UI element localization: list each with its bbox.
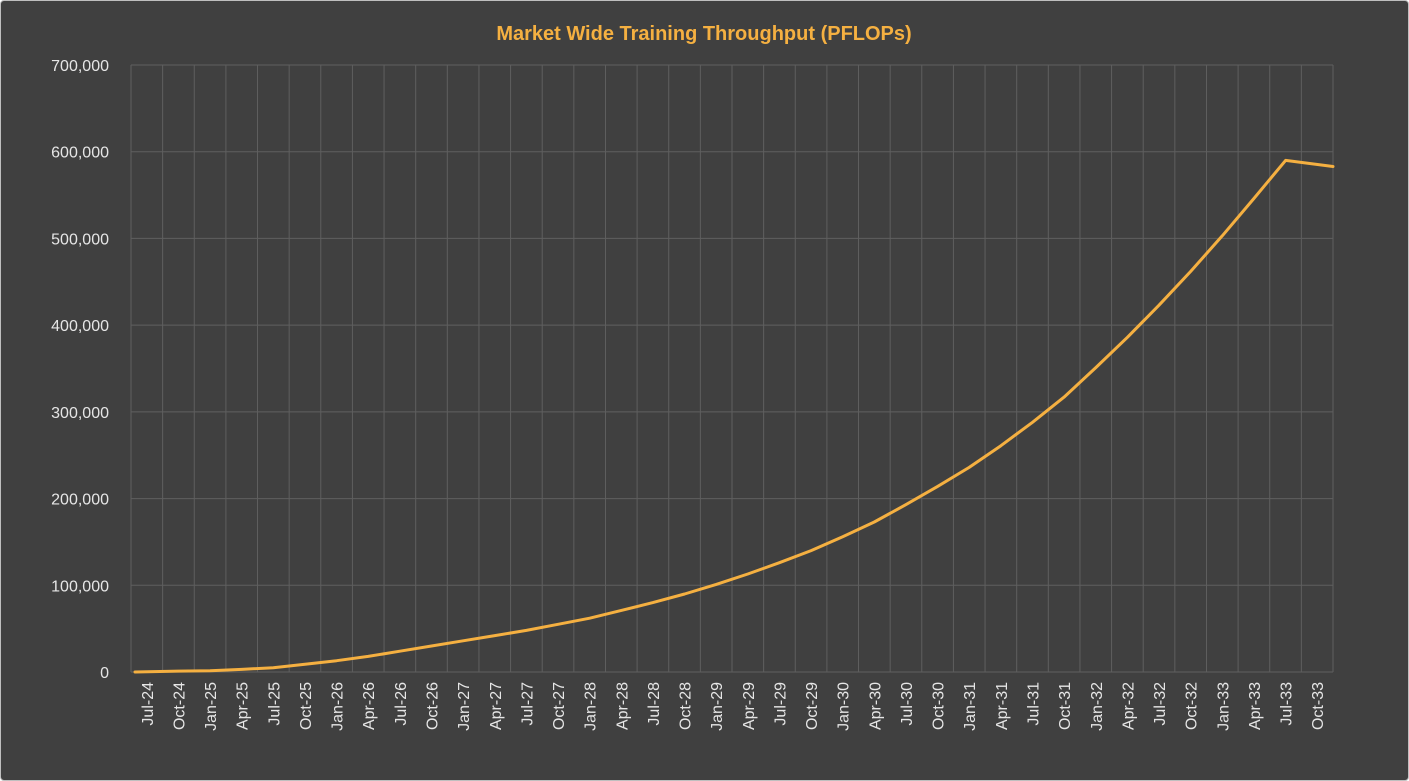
x-tick-label: Oct-31 <box>1057 682 1074 730</box>
y-tick-label: 0 <box>100 665 109 682</box>
x-tick-label: Jul-27 <box>519 682 536 726</box>
chart-title: Market Wide Training Throughput (PFLOPs) <box>496 23 911 45</box>
x-tick-label: Apr-26 <box>361 682 378 730</box>
x-tick-label: Oct-24 <box>171 682 188 730</box>
x-tick-label: Jul-28 <box>646 682 663 726</box>
x-tick-label: Apr-33 <box>1247 682 1264 730</box>
x-tick-label: Oct-27 <box>551 682 568 730</box>
x-tick-label: Jul-26 <box>393 682 410 726</box>
y-tick-label: 600,000 <box>51 145 109 162</box>
x-tick-label: Apr-25 <box>235 682 252 730</box>
x-tick-label: Jan-33 <box>1215 682 1232 731</box>
x-axis-ticks: Jul-24 Oct-24 Jan-25 Apr-25 Jul-25 Oct-25 Jan-… <box>140 682 1327 731</box>
y-tick-label: 400,000 <box>51 318 109 335</box>
x-tick-label: Jul-25 <box>266 682 283 726</box>
x-tick-label: Oct-26 <box>425 682 442 730</box>
x-tick-label: Jul-33 <box>1279 682 1296 726</box>
y-tick-label: 200,000 <box>51 492 109 509</box>
x-tick-label: Oct-25 <box>298 682 315 730</box>
x-tick-label: Oct-28 <box>678 682 695 730</box>
x-tick-label: Jul-31 <box>1026 682 1043 726</box>
x-tick-label: Apr-31 <box>994 682 1011 730</box>
x-tick-label: Jul-32 <box>1152 682 1169 726</box>
x-tick-label: Jan-25 <box>203 682 220 731</box>
x-tick-label: Apr-29 <box>741 682 758 730</box>
x-tick-label: Jul-29 <box>772 682 789 726</box>
x-tick-label: Apr-32 <box>1120 682 1137 730</box>
grid-lines <box>130 64 1334 673</box>
series-line <box>133 158 1335 674</box>
x-tick-label: Apr-28 <box>614 682 631 730</box>
y-tick-label: 100,000 <box>51 578 109 595</box>
y-tick-label: 700,000 <box>51 58 109 75</box>
x-tick-label: Apr-30 <box>867 682 884 730</box>
x-tick-label: Oct-29 <box>804 682 821 730</box>
x-tick-label: Oct-33 <box>1310 682 1327 730</box>
x-tick-label: Jan-26 <box>330 682 347 731</box>
x-tick-label: Jul-24 <box>140 682 157 726</box>
x-tick-label: Oct-30 <box>931 682 948 730</box>
x-tick-label: Jan-31 <box>962 682 979 731</box>
y-tick-label: 300,000 <box>51 405 109 422</box>
y-axis-ticks: 0 100,000 200,000 300,000 400,000 500,000 600,… <box>51 58 109 682</box>
x-tick-label: Jan-29 <box>709 682 726 731</box>
x-tick-label: Jan-27 <box>456 682 473 731</box>
x-tick-label: Jan-30 <box>836 682 853 731</box>
x-tick-label: Jan-32 <box>1089 682 1106 731</box>
x-tick-label: Oct-32 <box>1184 682 1201 730</box>
x-tick-label: Jan-28 <box>583 682 600 731</box>
x-tick-label: Apr-27 <box>488 682 505 730</box>
y-tick-label: 500,000 <box>51 231 109 248</box>
x-tick-label: Jul-30 <box>899 682 916 726</box>
